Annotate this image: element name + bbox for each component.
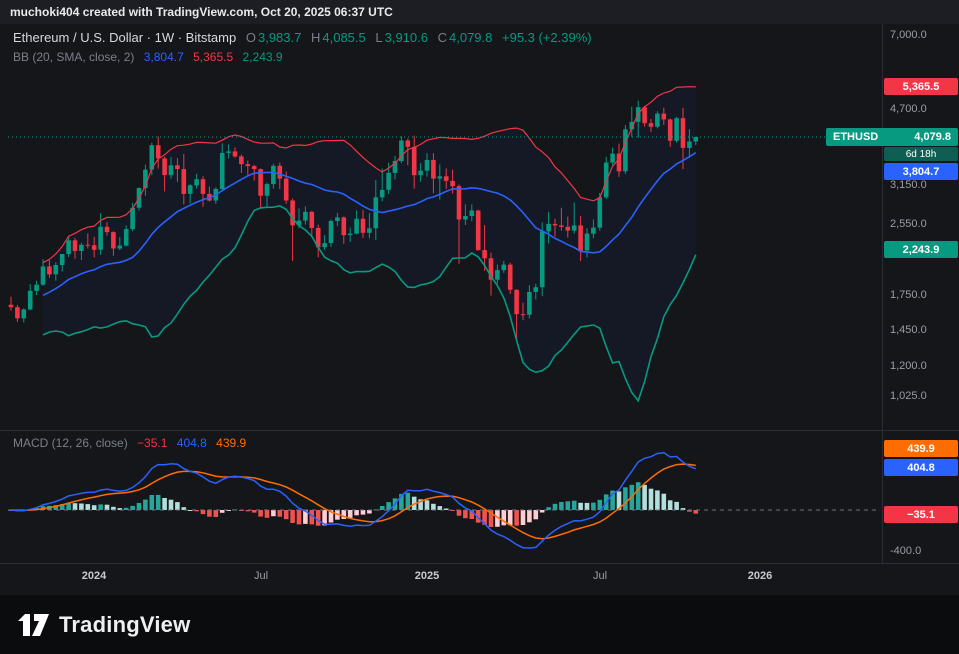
macd-histogram-layer [8, 482, 699, 527]
macd-legend[interactable]: MACD (12, 26, close) −35.1 404.8 439.9 [13, 436, 252, 450]
candles-layer [8, 100, 699, 341]
price-tick-label: 2,550.0 [890, 218, 927, 230]
macd-tick-label: -400.0 [890, 545, 922, 557]
time-tick-label: Jul [592, 570, 608, 582]
bb-lower-value: 2,243.9 [242, 50, 283, 64]
high-label: H [310, 30, 321, 45]
open-label: O [245, 30, 256, 45]
macd-signal-value: 439.9 [216, 436, 247, 450]
bb-fill-layer [43, 86, 696, 401]
price-tick-label: 1,450.0 [890, 324, 927, 336]
change-value: +95.3 (+2.39%) [502, 30, 592, 45]
open-value: 3,983.7 [257, 30, 302, 45]
last-price-value: 4,079.8 [914, 131, 951, 143]
bb-label[interactable]: BB (20, SMA, close, 2) [13, 50, 135, 64]
time-tick-label: 2026 [747, 570, 773, 582]
bollinger-bands-layer [42, 86, 697, 403]
bb-basis-value: 3,804.7 [143, 50, 184, 64]
price-tick-label: 7,000.0 [890, 29, 927, 41]
pane-separator[interactable] [0, 430, 959, 431]
macd-hist-badge: −35.1 [884, 506, 958, 523]
macd-line-badge: 404.8 [884, 459, 958, 476]
macd-lines-layer [10, 452, 697, 549]
macd-hist-value: −35.1 [137, 436, 168, 450]
close-value: 4,079.8 [449, 30, 493, 45]
symbol-legend[interactable]: Ethereum / U.S. Dollar · 1W · Bitstamp O… [13, 30, 598, 45]
tradingview-logo-icon[interactable] [16, 613, 50, 637]
tradingview-wordmark[interactable]: TradingView [59, 611, 191, 637]
price-tick-label: 3,150.0 [890, 179, 927, 191]
macd-label[interactable]: MACD (12, 26, close) [13, 436, 128, 450]
price-tick-label: 1,200.0 [890, 360, 927, 372]
price-tick-label: 1,750.0 [890, 289, 927, 301]
last-price-badge: ETHUSD 4,079.8 [826, 128, 958, 146]
attribution-text: muchoki404 created with TradingView.com,… [10, 5, 393, 19]
bb-upper-value: 5,365.5 [193, 50, 234, 64]
footer-bar: TradingView [0, 595, 959, 654]
close-label: C [437, 30, 447, 45]
bb-basis-badge: 3,804.7 [884, 163, 958, 180]
macd-line-value: 404.8 [176, 436, 207, 450]
bb-legend[interactable]: BB (20, SMA, close, 2) 3,804.7 5,365.5 2… [13, 50, 289, 64]
high-value: 4,085.5 [322, 30, 366, 45]
time-axis-separator [0, 563, 959, 564]
macd-signal-badge: 439.9 [884, 440, 958, 457]
price-tick-label: 1,025.0 [890, 390, 927, 402]
attribution-bar: muchoki404 created with TradingView.com,… [0, 0, 959, 24]
bb-upper-badge: 5,365.5 [884, 78, 958, 95]
time-tick-label: 2025 [414, 570, 440, 582]
symbol-ticker: ETHUSD [833, 131, 879, 143]
symbol-title[interactable]: Ethereum / U.S. Dollar · 1W · Bitstamp [13, 30, 237, 45]
bar-countdown-badge: 6d 18h [884, 147, 958, 161]
price-axis-separator [882, 24, 883, 563]
low-label: L [375, 30, 383, 45]
time-tick-label: 2024 [81, 570, 107, 582]
time-tick-label: Jul [253, 570, 269, 582]
bb-lower-badge: 2,243.9 [884, 241, 958, 258]
price-tick-label: 4,700.0 [890, 103, 927, 115]
low-value: 3,910.6 [384, 30, 428, 45]
